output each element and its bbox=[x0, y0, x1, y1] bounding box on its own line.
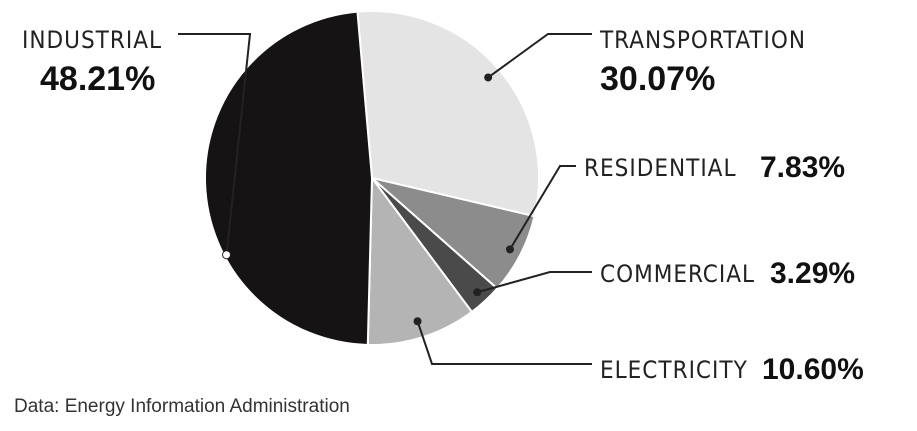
leader-line-commercial bbox=[476, 271, 592, 294]
leader-line-residential bbox=[509, 165, 576, 250]
label-residential-name: RESIDENTIAL bbox=[584, 154, 736, 182]
leader-lines bbox=[178, 33, 592, 365]
label-industrial-value: 48.21% bbox=[40, 60, 155, 98]
leader-dot-commercial bbox=[473, 288, 482, 297]
leader-line-industrial bbox=[178, 33, 252, 255]
leader-line-transportation bbox=[487, 33, 592, 79]
label-electricity-value: 10.60% bbox=[762, 353, 864, 386]
label-commercial-value: 3.29% bbox=[770, 257, 855, 290]
leader-dot-transportation bbox=[484, 73, 493, 82]
label-transportation-name: TRANSPORTATION bbox=[599, 26, 806, 54]
label-industrial-name: INDUSTRIAL bbox=[22, 26, 162, 54]
label-electricity-name: ELECTRICITY bbox=[600, 356, 748, 384]
pie-slice-transportation bbox=[356, 10, 540, 218]
leader-line-electricity bbox=[416, 320, 592, 365]
label-residential-value: 7.83% bbox=[760, 151, 845, 184]
source-note: Data: Energy Information Administration bbox=[14, 396, 350, 417]
label-transportation-value: 30.07% bbox=[600, 60, 715, 98]
label-commercial-name: COMMERCIAL bbox=[600, 260, 755, 288]
pie-slices bbox=[204, 10, 540, 346]
pie-slice-industrial bbox=[204, 10, 374, 346]
leader-dot-industrial bbox=[222, 250, 232, 260]
leader-dot-residential bbox=[505, 245, 514, 254]
leader-dot-electricity bbox=[413, 317, 422, 326]
